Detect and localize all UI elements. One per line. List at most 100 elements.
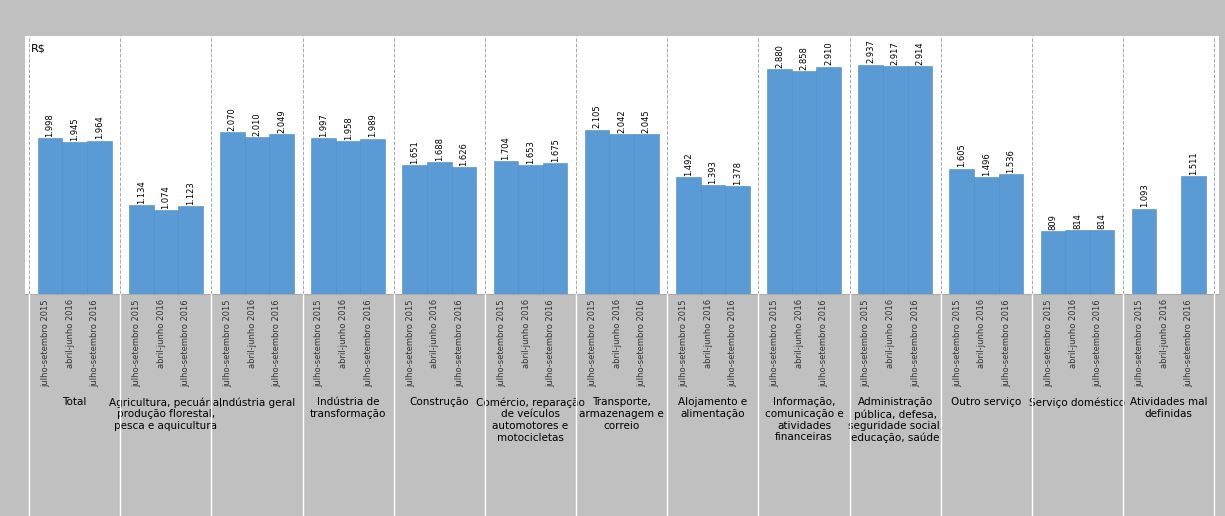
Text: 1.675: 1.675 bbox=[550, 138, 560, 162]
Text: abril-junho 2016: abril-junho 2016 bbox=[978, 299, 986, 368]
Text: 1.123: 1.123 bbox=[186, 182, 195, 205]
Text: julho-setembro 2015: julho-setembro 2015 bbox=[497, 299, 506, 387]
Text: julho-setembro 2016: julho-setembro 2016 bbox=[1002, 299, 1011, 387]
Text: 1.998: 1.998 bbox=[45, 113, 55, 137]
Text: 2.045: 2.045 bbox=[642, 109, 650, 133]
Text: abril-junho 2016: abril-junho 2016 bbox=[612, 299, 621, 368]
Text: Administração
pública, defesa,
seguridade social,
educação, saúde: Administração pública, defesa, seguridad… bbox=[848, 397, 943, 443]
Bar bbox=[791, 71, 816, 294]
Text: Informação,
comunicação e
atividades
financeiras: Informação, comunicação e atividades fin… bbox=[764, 397, 843, 442]
Bar bbox=[816, 67, 840, 294]
Bar bbox=[767, 69, 791, 294]
Text: julho-setembro 2015: julho-setembro 2015 bbox=[771, 299, 779, 387]
Text: Construção: Construção bbox=[409, 397, 469, 407]
Text: 2.049: 2.049 bbox=[277, 109, 287, 133]
Bar bbox=[428, 162, 452, 294]
Bar bbox=[949, 169, 974, 294]
Bar bbox=[1066, 231, 1090, 294]
Text: Outro serviço: Outro serviço bbox=[952, 397, 1022, 407]
Text: Agricultura, pecuária,
produção florestal,
pesca e aquicultura: Agricultura, pecuária, produção floresta… bbox=[109, 397, 223, 431]
Bar bbox=[998, 174, 1023, 294]
Text: 1.492: 1.492 bbox=[684, 153, 693, 176]
Bar bbox=[129, 205, 153, 294]
Text: Comércio, reparação
de veículos
automotores e
motocicletas: Comércio, reparação de veículos automoto… bbox=[477, 397, 586, 443]
Text: abril-junho 2016: abril-junho 2016 bbox=[66, 299, 75, 368]
Bar bbox=[1132, 208, 1156, 294]
Text: julho-setembro 2015: julho-setembro 2015 bbox=[315, 299, 323, 387]
Text: julho-setembro 2015: julho-setembro 2015 bbox=[861, 299, 871, 387]
Text: 1.989: 1.989 bbox=[369, 114, 377, 137]
Text: 1.626: 1.626 bbox=[459, 142, 468, 166]
Text: julho-setembro 2015: julho-setembro 2015 bbox=[223, 299, 233, 387]
Text: abril-junho 2016: abril-junho 2016 bbox=[339, 299, 348, 368]
Text: 1.074: 1.074 bbox=[162, 185, 170, 209]
Bar bbox=[360, 139, 385, 294]
Bar bbox=[270, 134, 294, 294]
Text: 1.511: 1.511 bbox=[1188, 151, 1198, 175]
Text: julho-setembro 2016: julho-setembro 2016 bbox=[91, 299, 99, 387]
Text: R$: R$ bbox=[31, 44, 45, 54]
Text: julho-setembro 2016: julho-setembro 2016 bbox=[1185, 299, 1193, 387]
Bar bbox=[178, 206, 203, 294]
Bar bbox=[859, 64, 883, 294]
Text: julho-setembro 2016: julho-setembro 2016 bbox=[820, 299, 828, 387]
Text: 1.704: 1.704 bbox=[501, 136, 511, 160]
Bar bbox=[1040, 231, 1066, 294]
Text: abril-junho 2016: abril-junho 2016 bbox=[247, 299, 257, 368]
Text: 2.910: 2.910 bbox=[824, 42, 833, 66]
Bar bbox=[1090, 231, 1115, 294]
Bar bbox=[518, 165, 543, 294]
Bar bbox=[494, 161, 518, 294]
Text: julho-setembro 2016: julho-setembro 2016 bbox=[911, 299, 920, 387]
Text: 1.605: 1.605 bbox=[957, 144, 967, 168]
Bar bbox=[635, 134, 659, 294]
Text: 1.093: 1.093 bbox=[1139, 184, 1149, 207]
Text: abril-junho 2016: abril-junho 2016 bbox=[704, 299, 713, 368]
Text: 809: 809 bbox=[1049, 214, 1057, 230]
Bar bbox=[153, 210, 178, 294]
Text: julho-setembro 2016: julho-setembro 2016 bbox=[637, 299, 647, 387]
Text: julho-setembro 2015: julho-setembro 2015 bbox=[40, 299, 50, 387]
Text: abril-junho 2016: abril-junho 2016 bbox=[522, 299, 530, 368]
Text: julho-setembro 2016: julho-setembro 2016 bbox=[273, 299, 282, 387]
Text: Atividades mal
definidas: Atividades mal definidas bbox=[1129, 397, 1208, 419]
Text: 1.536: 1.536 bbox=[1007, 149, 1016, 173]
Text: julho-setembro 2015: julho-setembro 2015 bbox=[588, 299, 597, 387]
Text: julho-setembro 2015: julho-setembro 2015 bbox=[132, 299, 141, 387]
Text: julho-setembro 2015: julho-setembro 2015 bbox=[1136, 299, 1144, 387]
Text: 814: 814 bbox=[1098, 214, 1106, 229]
Text: 1.688: 1.688 bbox=[435, 137, 443, 161]
Bar bbox=[584, 130, 609, 294]
Text: julho-setembro 2015: julho-setembro 2015 bbox=[953, 299, 962, 387]
Text: julho-setembro 2016: julho-setembro 2016 bbox=[729, 299, 737, 387]
Text: 1.997: 1.997 bbox=[318, 113, 328, 137]
Text: Indústria de
transformação: Indústria de transformação bbox=[310, 397, 386, 419]
Bar bbox=[220, 132, 245, 294]
Text: julho-setembro 2016: julho-setembro 2016 bbox=[181, 299, 190, 387]
Bar bbox=[1181, 176, 1205, 294]
Text: abril-junho 2016: abril-junho 2016 bbox=[795, 299, 804, 368]
Text: Alojamento e
alimentação: Alojamento e alimentação bbox=[679, 397, 747, 419]
Bar bbox=[543, 163, 567, 294]
Text: Transporte,
armazenagem e
correio: Transporte, armazenagem e correio bbox=[579, 397, 664, 430]
Text: julho-setembro 2015: julho-setembro 2015 bbox=[1044, 299, 1054, 387]
Text: 1.496: 1.496 bbox=[982, 152, 991, 176]
Text: julho-setembro 2015: julho-setembro 2015 bbox=[679, 299, 688, 387]
Text: 1.653: 1.653 bbox=[526, 140, 535, 164]
Text: 1.958: 1.958 bbox=[344, 116, 353, 140]
Text: abril-junho 2016: abril-junho 2016 bbox=[1068, 299, 1078, 368]
Text: julho-setembro 2016: julho-setembro 2016 bbox=[454, 299, 464, 387]
Bar bbox=[403, 165, 428, 294]
Text: 2.042: 2.042 bbox=[617, 110, 626, 133]
Bar bbox=[883, 66, 908, 294]
Bar bbox=[609, 135, 635, 294]
Text: 2.858: 2.858 bbox=[800, 45, 809, 70]
Text: julho-setembro 2016: julho-setembro 2016 bbox=[1093, 299, 1102, 387]
Bar bbox=[38, 138, 62, 294]
Text: 2.105: 2.105 bbox=[593, 105, 601, 128]
Bar bbox=[676, 178, 701, 294]
Text: abril-junho 2016: abril-junho 2016 bbox=[886, 299, 895, 368]
Bar bbox=[336, 141, 360, 294]
Text: abril-junho 2016: abril-junho 2016 bbox=[157, 299, 165, 368]
Text: 1.134: 1.134 bbox=[137, 181, 146, 204]
